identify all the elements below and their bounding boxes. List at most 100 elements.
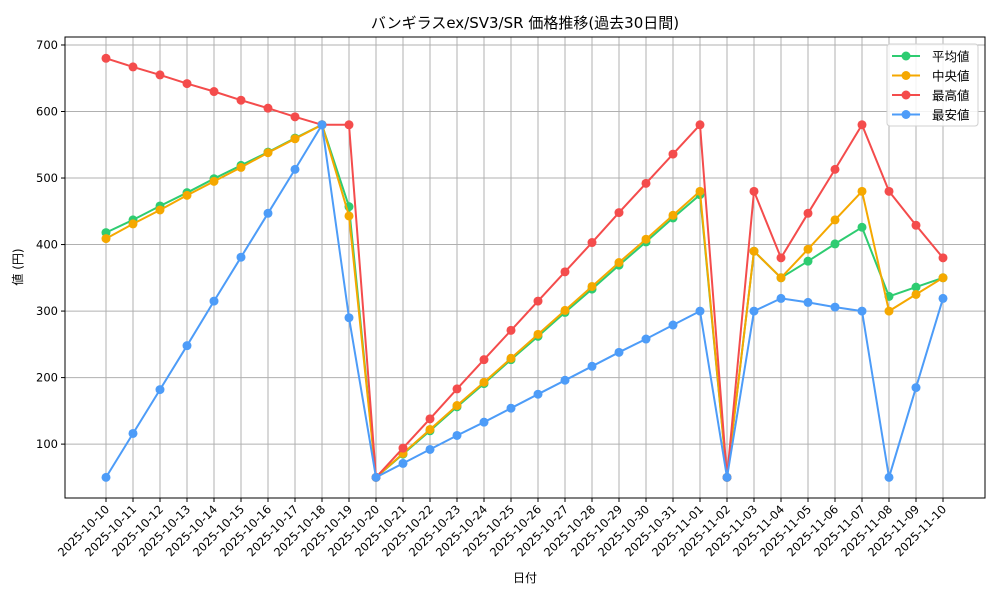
data-point bbox=[182, 79, 192, 89]
data-point bbox=[263, 208, 273, 218]
data-point bbox=[533, 329, 543, 339]
data-point bbox=[614, 347, 624, 357]
data-point bbox=[290, 134, 300, 144]
data-point bbox=[425, 424, 435, 434]
data-point bbox=[668, 210, 678, 220]
data-point bbox=[911, 289, 921, 299]
data-point bbox=[857, 222, 867, 232]
data-point bbox=[911, 383, 921, 393]
data-point bbox=[263, 148, 273, 158]
series-3 bbox=[101, 120, 948, 482]
data-point bbox=[317, 120, 327, 130]
data-point bbox=[830, 302, 840, 312]
data-point bbox=[695, 186, 705, 196]
y-tick-label: 300 bbox=[36, 304, 58, 318]
data-point bbox=[803, 208, 813, 218]
data-point bbox=[938, 273, 948, 283]
data-point bbox=[938, 253, 948, 263]
legend-label: 最高値 bbox=[932, 88, 970, 103]
y-tick-label: 700 bbox=[36, 38, 58, 52]
data-point bbox=[155, 385, 165, 395]
data-point bbox=[425, 414, 435, 424]
data-point bbox=[857, 186, 867, 196]
data-point bbox=[236, 252, 246, 262]
data-point bbox=[830, 239, 840, 249]
data-point bbox=[398, 443, 408, 453]
data-point bbox=[911, 282, 921, 292]
data-point bbox=[695, 306, 705, 316]
series-line bbox=[105, 57, 944, 479]
data-point bbox=[398, 458, 408, 468]
legend-marker-icon bbox=[901, 71, 911, 80]
data-point bbox=[749, 186, 759, 196]
data-point bbox=[641, 178, 651, 188]
data-point bbox=[290, 112, 300, 122]
data-point bbox=[830, 215, 840, 225]
data-point bbox=[344, 120, 354, 130]
series-line bbox=[105, 123, 944, 479]
data-point bbox=[209, 296, 219, 306]
data-point bbox=[128, 219, 138, 229]
data-point bbox=[290, 164, 300, 174]
data-point bbox=[668, 320, 678, 330]
data-point bbox=[236, 162, 246, 172]
data-point bbox=[668, 149, 678, 159]
data-point bbox=[263, 103, 273, 113]
data-point bbox=[479, 377, 489, 387]
data-point bbox=[560, 267, 570, 277]
plot-frame bbox=[64, 36, 986, 499]
data-point bbox=[587, 238, 597, 248]
data-point bbox=[425, 444, 435, 454]
y-tick-label: 400 bbox=[36, 238, 58, 252]
data-point bbox=[101, 234, 111, 244]
y-tick-label: 100 bbox=[36, 437, 58, 451]
data-point bbox=[803, 244, 813, 254]
data-point bbox=[506, 403, 516, 413]
data-point bbox=[452, 401, 462, 411]
data-point bbox=[884, 472, 894, 482]
data-point bbox=[884, 306, 894, 316]
series-lines bbox=[101, 53, 948, 482]
data-point bbox=[560, 375, 570, 385]
series-2 bbox=[101, 53, 948, 482]
data-point bbox=[452, 430, 462, 440]
data-point bbox=[533, 296, 543, 306]
y-tick-label: 200 bbox=[36, 371, 58, 385]
data-point bbox=[452, 384, 462, 394]
data-point bbox=[101, 472, 111, 482]
data-point bbox=[830, 164, 840, 174]
data-point bbox=[236, 95, 246, 105]
data-point bbox=[371, 472, 381, 482]
legend-label: 中央値 bbox=[932, 69, 970, 84]
data-point bbox=[128, 428, 138, 438]
data-point bbox=[776, 273, 786, 283]
data-point bbox=[587, 361, 597, 371]
data-point bbox=[695, 120, 705, 130]
legend-label: 最安値 bbox=[932, 108, 970, 123]
data-point bbox=[209, 176, 219, 186]
data-point bbox=[803, 256, 813, 266]
data-point bbox=[209, 87, 219, 97]
series-line bbox=[105, 123, 944, 479]
data-point bbox=[641, 334, 651, 344]
data-point bbox=[776, 293, 786, 303]
x-axis-label: 日付 bbox=[513, 571, 537, 585]
data-point bbox=[182, 341, 192, 351]
data-point bbox=[155, 205, 165, 215]
legend-marker-icon bbox=[901, 110, 911, 119]
chart-title: バンギラスex/SV3/SR 価格推移(過去30日間) bbox=[371, 14, 679, 32]
y-tick-label: 500 bbox=[36, 171, 58, 185]
data-point bbox=[533, 389, 543, 399]
y-axis-label: 値 (円) bbox=[10, 248, 25, 285]
data-point bbox=[614, 258, 624, 268]
data-point bbox=[776, 253, 786, 263]
legend-marker-icon bbox=[901, 90, 911, 100]
data-point bbox=[857, 306, 867, 316]
data-point bbox=[128, 62, 138, 72]
data-point bbox=[749, 306, 759, 316]
data-point bbox=[722, 472, 732, 482]
legend-marker-icon bbox=[901, 51, 911, 61]
